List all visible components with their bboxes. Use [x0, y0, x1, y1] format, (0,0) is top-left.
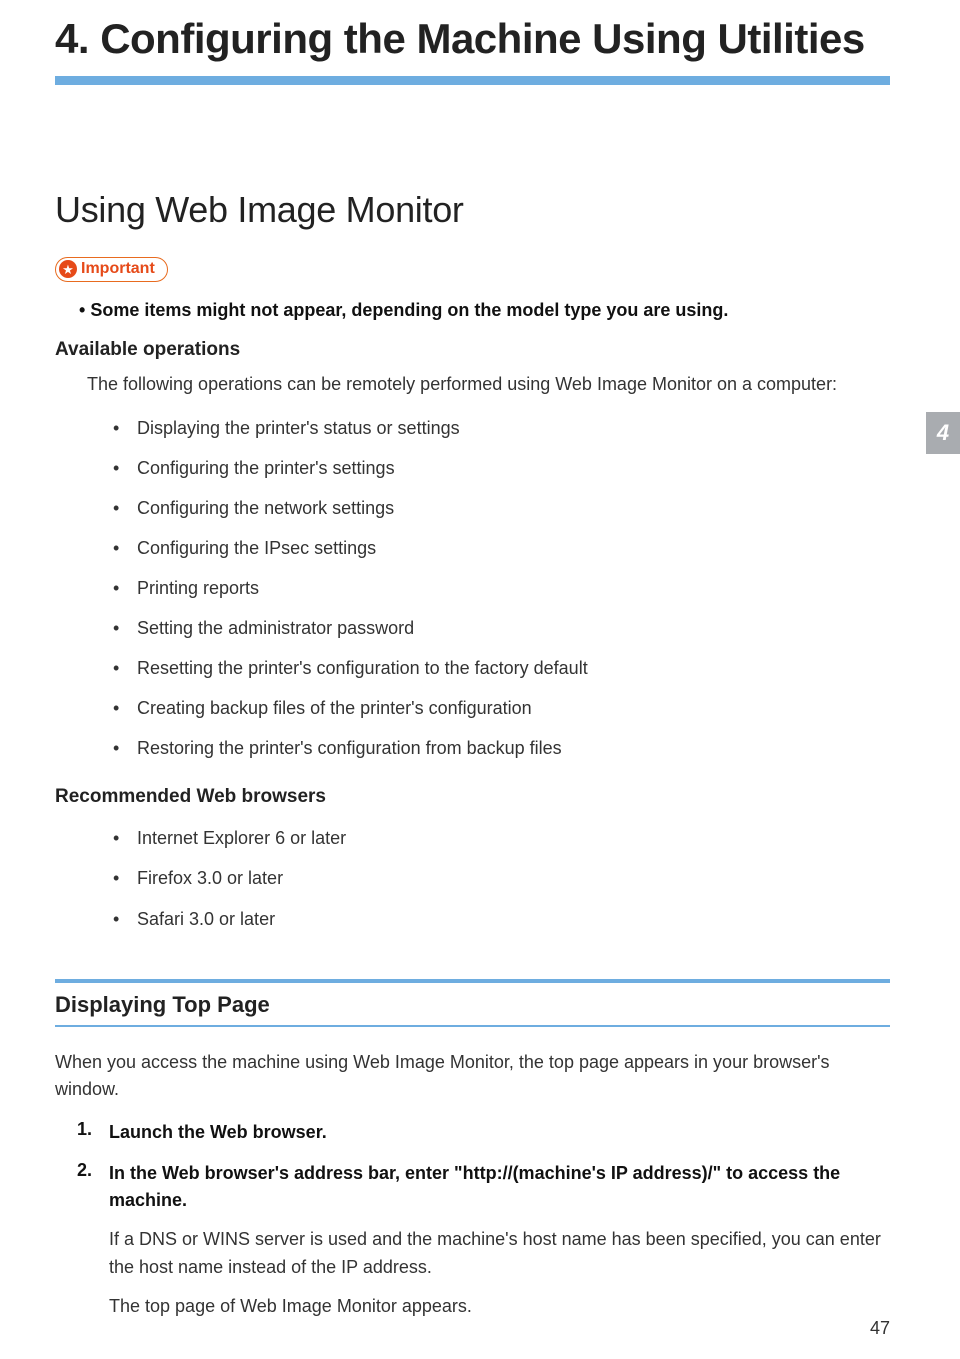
page-number: 47: [870, 1318, 890, 1339]
list-item: Restoring the printer's configuration fr…: [113, 728, 890, 768]
side-tab-chapter-number: 4: [926, 412, 960, 454]
list-item: Configuring the IPsec settings: [113, 528, 890, 568]
star-icon: ★: [59, 260, 77, 278]
important-note: Some items might not appear, depending o…: [95, 300, 890, 321]
step-body: The top page of Web Image Monitor appear…: [109, 1293, 890, 1321]
section-title: Using Web Image Monitor: [55, 189, 890, 231]
step-item: In the Web browser's address bar, enter …: [77, 1160, 890, 1322]
available-operations-intro: The following operations can be remotely…: [87, 371, 890, 398]
step-head: Launch the Web browser.: [109, 1119, 890, 1146]
subsection-intro: When you access the machine using Web Im…: [55, 1049, 890, 1103]
available-operations-list: Displaying the printer's status or setti…: [113, 408, 890, 769]
step-head: In the Web browser's address bar, enter …: [109, 1160, 890, 1214]
important-badge-label: Important: [81, 260, 155, 278]
steps-list: Launch the Web browser. In the Web brows…: [77, 1119, 890, 1322]
browsers-heading: Recommended Web browsers: [55, 786, 890, 808]
step-body: If a DNS or WINS server is used and the …: [109, 1226, 890, 1282]
list-item: Firefox 3.0 or later: [113, 858, 890, 898]
list-item: Configuring the network settings: [113, 488, 890, 528]
step-item: Launch the Web browser.: [77, 1119, 890, 1146]
list-item: Configuring the printer's settings: [113, 448, 890, 488]
list-item: Internet Explorer 6 or later: [113, 818, 890, 858]
list-item: Setting the administrator password: [113, 608, 890, 648]
chapter-title: 4. Configuring the Machine Using Utiliti…: [55, 0, 890, 64]
chapter-rule: [55, 76, 890, 85]
list-item: Resetting the printer's configuration to…: [113, 648, 890, 688]
subsection-rule-bottom: [55, 1025, 890, 1027]
list-item: Creating backup files of the printer's c…: [113, 688, 890, 728]
important-badge: ★ Important: [55, 257, 168, 282]
list-item: Safari 3.0 or later: [113, 899, 890, 939]
list-item: Printing reports: [113, 568, 890, 608]
browsers-list: Internet Explorer 6 or later Firefox 3.0…: [113, 818, 890, 938]
list-item: Displaying the printer's status or setti…: [113, 408, 890, 448]
page-root: 4. Configuring the Machine Using Utiliti…: [0, 0, 960, 1359]
available-operations-heading: Available operations: [55, 339, 890, 361]
subsection-block: Displaying Top Page: [55, 979, 890, 1027]
subsection-title: Displaying Top Page: [55, 983, 890, 1025]
